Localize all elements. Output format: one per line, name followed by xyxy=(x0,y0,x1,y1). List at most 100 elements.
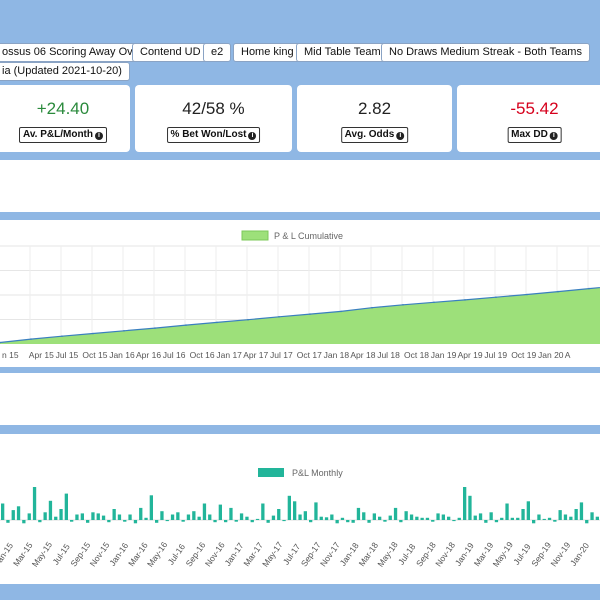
bar xyxy=(80,513,84,520)
data-point xyxy=(92,332,94,335)
bar xyxy=(404,511,408,520)
bar xyxy=(505,503,509,520)
x-tick-label: Jul 15 xyxy=(56,350,79,360)
bar xyxy=(319,516,323,520)
stat-label-button[interactable]: % Bet Won/Lost i xyxy=(166,127,261,143)
x-tick-label: Apr 19 xyxy=(458,350,483,360)
info-icon[interactable]: i xyxy=(396,132,405,140)
tag-chip[interactable]: Contend UD xyxy=(132,43,209,62)
bar xyxy=(266,520,270,523)
stat-card-avg-pl: +24.40 Av. P&L/Month i xyxy=(0,85,130,152)
bar xyxy=(457,517,461,520)
bar xyxy=(330,514,334,520)
tag-chip[interactable]: e2 xyxy=(203,43,232,62)
x-tick-label: Nov-16 xyxy=(203,540,227,568)
bar xyxy=(86,520,90,523)
tag-chip[interactable]: No Draws Medium Streak - Both Teams xyxy=(381,43,590,62)
x-tick-label: May-17 xyxy=(260,540,285,569)
x-tick-label: Apr 16 xyxy=(136,350,161,360)
data-point xyxy=(433,301,435,304)
bar xyxy=(239,513,244,520)
data-point xyxy=(216,321,218,324)
data-point xyxy=(247,318,249,321)
tag-chip[interactable]: Mid Table Team xyxy=(296,43,389,62)
bar xyxy=(261,503,265,520)
bar xyxy=(245,516,249,520)
x-tick-label: Jul 18 xyxy=(377,350,400,360)
x-tick-label: Oct 17 xyxy=(297,350,322,360)
x-tick-label: May-18 xyxy=(375,540,400,569)
bar xyxy=(213,520,217,523)
bar xyxy=(431,520,435,522)
cumulative-line xyxy=(0,286,600,344)
stat-card-bet-won-lost: 42/58 % % Bet Won/Lost i xyxy=(135,85,292,152)
data-point xyxy=(526,293,528,296)
x-tick-label: Jan 20 xyxy=(538,350,564,360)
bar xyxy=(314,502,318,520)
tag-chip[interactable]: ia (Updated 2021-10-20) xyxy=(0,62,130,81)
bar xyxy=(579,502,584,520)
data-point xyxy=(371,306,373,309)
data-point xyxy=(123,330,125,332)
legend-label: P & L Cumulative xyxy=(274,231,343,241)
x-tick-label: Oct 15 xyxy=(82,350,107,360)
bar xyxy=(494,520,499,523)
info-icon[interactable]: i xyxy=(549,132,558,140)
bar xyxy=(101,515,106,520)
bar xyxy=(425,517,430,520)
tag-bar: ossus 06 Scoring Away Overs Contend UD e… xyxy=(0,35,600,81)
x-tick-label: Jan 18 xyxy=(324,350,350,360)
cumulative-area xyxy=(0,287,600,344)
x-tick-label: Nov-19 xyxy=(548,540,572,568)
data-point xyxy=(278,316,280,318)
info-icon[interactable]: i xyxy=(95,132,103,140)
stat-label-text: % Bet Won/Lost xyxy=(170,129,247,140)
x-tick-label: Apr 18 xyxy=(350,350,375,360)
tag-chip[interactable]: Home king xyxy=(233,43,302,62)
monthly-chart-panel: P&L Monthly Jan-15 Mar-15 May-15 Jul-15 Sep-1… xyxy=(0,434,600,584)
stat-label-button[interactable]: Av. P&L/Month i xyxy=(19,127,107,143)
x-tick-label: Jul 16 xyxy=(163,350,186,360)
bar xyxy=(133,520,138,524)
data-point xyxy=(402,304,404,306)
bar xyxy=(558,510,562,520)
bar xyxy=(160,511,164,520)
bar xyxy=(452,520,456,522)
data-point xyxy=(30,338,32,340)
bar xyxy=(181,520,185,522)
stat-label-button[interactable]: Max DD i xyxy=(507,127,562,143)
bar xyxy=(1,503,5,520)
bar xyxy=(537,514,541,520)
data-point xyxy=(588,287,590,290)
bar xyxy=(399,520,403,523)
info-icon[interactable]: i xyxy=(248,132,257,140)
x-tick-label: A xyxy=(565,350,571,360)
bar xyxy=(155,520,159,523)
x-tick-label: Oct 19 xyxy=(511,350,536,360)
bar xyxy=(372,513,376,520)
legend-swatch xyxy=(258,468,284,477)
bar xyxy=(388,515,392,520)
bar xyxy=(38,520,42,523)
stat-card-avg-odds: 2.82 Avg. Odds i xyxy=(297,85,452,152)
bar xyxy=(170,514,175,520)
bar xyxy=(441,514,445,520)
bar xyxy=(383,520,387,522)
bar xyxy=(542,518,546,520)
x-tick-label: May-16 xyxy=(145,540,170,569)
bar xyxy=(149,495,153,521)
x-tick-label: Nov-17 xyxy=(318,540,342,568)
stat-card-max-dd: -55.42 Max DD i xyxy=(457,85,600,152)
tag-chip[interactable]: ossus 06 Scoring Away Overs xyxy=(0,43,156,62)
legend-label: P&L Monthly xyxy=(292,468,343,478)
bar xyxy=(500,517,504,520)
bar xyxy=(43,512,47,520)
bar xyxy=(595,516,599,520)
stat-label-text: Avg. Odds xyxy=(344,129,395,140)
bar xyxy=(218,504,222,520)
cumulative-chart-panel: P & L Cumulative n 15 Apr 15 Jul 15 Oct 15 Ja… xyxy=(0,220,600,367)
bar xyxy=(96,513,100,520)
bar xyxy=(11,510,15,520)
x-tick-label: Jan 16 xyxy=(109,350,135,360)
stat-label-button[interactable]: Avg. Odds i xyxy=(340,127,409,143)
